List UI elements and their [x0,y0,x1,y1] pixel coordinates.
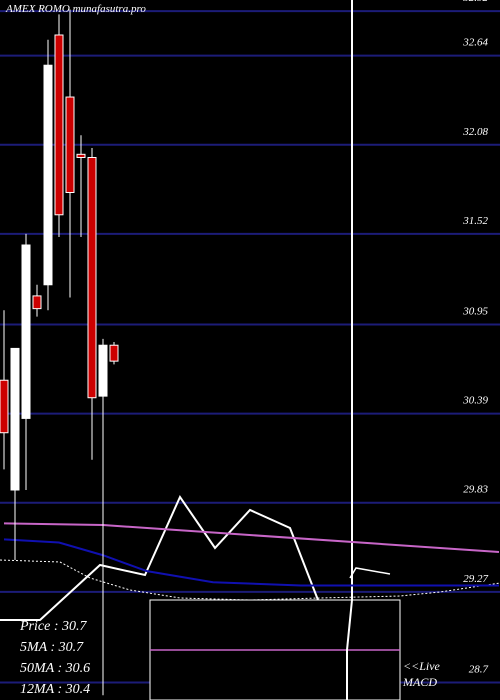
y-tick-label: 31.52 [462,215,488,227]
macd-mark [349,567,391,579]
candle-body [43,64,53,286]
chart-title: AMEX ROMO munafasutra.pro [5,3,146,15]
candle-body [76,153,86,158]
y-tick-label: 32.64 [462,37,488,49]
info-label: Price : 30.7 [19,619,87,634]
candle-body [98,344,108,397]
y-tick-label: 29.83 [463,484,488,496]
y-tick-label: 32.08 [462,126,488,138]
candle-body [32,295,42,310]
candle-body [54,34,64,216]
candle-body [87,157,97,399]
macd-label: MACD [402,675,437,689]
y-tick-label: 30.95 [462,306,488,318]
info-label: 50MA : 30.6 [20,661,90,676]
y-tick-label: 28.7 [469,664,489,676]
candle-body [10,347,20,491]
info-label: 5MA : 30.7 [20,640,84,655]
moving-average [3,538,499,587]
y-tick-label: 29.27 [463,573,488,585]
y-tick-label: 32.92 [462,0,488,4]
candle-body [65,96,75,193]
candle-body [21,244,31,419]
indicator-dotted [0,559,500,601]
macd-line [346,0,353,700]
y-tick-label: 30.39 [462,395,488,407]
candle-body [0,379,9,434]
indicator-line [0,494,319,621]
info-label: 12MA : 30.4 [20,682,90,697]
candle-body [109,344,119,362]
macd-label: <<Live [403,659,441,673]
